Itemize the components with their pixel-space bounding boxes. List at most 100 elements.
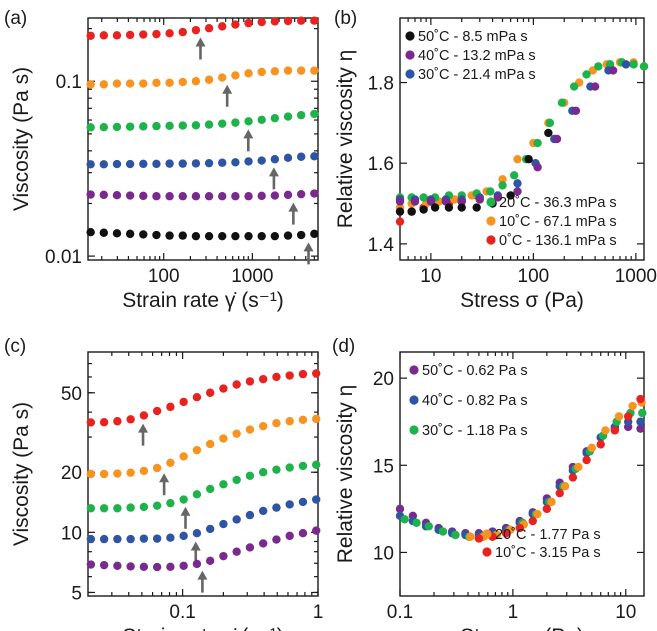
- data-point-green: [285, 463, 294, 472]
- data-point-green: [99, 504, 109, 513]
- plot-frame: [87, 17, 319, 261]
- y-tick-label: 1.6: [368, 154, 394, 175]
- data-point-black: [524, 154, 533, 164]
- data-point-orange: [272, 419, 281, 428]
- data-point-red: [270, 17, 280, 26]
- data-point-orange: [232, 429, 241, 438]
- data-point-green: [629, 60, 638, 69]
- data-point-green: [310, 109, 319, 119]
- data-point-purple: [99, 560, 109, 570]
- data-point-green: [125, 122, 135, 131]
- data-point-black: [395, 207, 405, 216]
- data-point-purple: [112, 191, 122, 200]
- data-point-green: [509, 171, 519, 180]
- data-point-blue: [139, 159, 148, 169]
- data-point-green: [557, 98, 567, 107]
- chart-panel-c: 0.1 1 5 10 20 50 Strain rate γ̇ (s⁻¹) Viscosity…: [10, 351, 323, 631]
- data-point-black: [165, 231, 174, 240]
- transition-arrow: [268, 167, 279, 190]
- x-axis-label: Stress σ (Pa): [460, 625, 584, 631]
- data-point-green: [244, 117, 253, 126]
- data-point-blue: [296, 152, 306, 161]
- data-point-orange: [179, 452, 188, 461]
- data-point-purple: [86, 190, 95, 199]
- legend-marker-black: [405, 31, 415, 41]
- data-point-red: [99, 31, 109, 40]
- legend-label: 20˚C - 1.77 Pa s: [495, 527, 601, 543]
- data-point-red: [166, 402, 175, 412]
- data-point-red: [125, 30, 135, 40]
- data-point-blue: [285, 500, 294, 509]
- data-point-purple: [245, 543, 255, 552]
- data-point-red: [219, 384, 228, 393]
- panel-label-c: (c): [4, 336, 26, 357]
- data-point-green: [152, 501, 162, 510]
- data-point-black: [152, 230, 161, 240]
- data-point-purple: [191, 192, 201, 201]
- data-point-purple: [552, 134, 562, 144]
- data-point-blue: [205, 524, 215, 534]
- data-point-orange: [99, 80, 109, 89]
- data-point-blue: [272, 503, 281, 512]
- data-point-blue: [636, 417, 645, 426]
- data-point-green: [179, 495, 188, 504]
- x-tick-label: 1000: [231, 266, 273, 287]
- y-tick-label: 20: [373, 369, 394, 390]
- y-tick-label: 1.4: [368, 235, 395, 256]
- data-point-blue: [218, 158, 227, 167]
- data-point-red: [112, 31, 122, 40]
- y-tick-label: 15: [373, 456, 394, 477]
- data-point-blue: [513, 179, 522, 188]
- data-point-green: [139, 122, 148, 131]
- data-point-green: [152, 121, 161, 131]
- y-tick-label: 5: [71, 583, 82, 604]
- legend-marker-orange: [482, 529, 492, 539]
- data-point-red: [139, 30, 148, 39]
- data-point-orange: [614, 412, 624, 421]
- data-point-orange: [218, 73, 227, 82]
- data-point-orange: [587, 443, 596, 453]
- data-point-purple: [231, 192, 240, 201]
- data-point-orange: [298, 415, 308, 425]
- data-point-purple: [219, 551, 228, 561]
- panel-label-b: (b): [334, 8, 357, 29]
- plot-frame: [87, 351, 319, 597]
- data-point-purple: [475, 195, 484, 204]
- x-tick-label: 0.1: [169, 602, 195, 623]
- x-axis-label: Strain rate γ̇ (s⁻¹): [122, 289, 284, 312]
- data-point-red: [152, 29, 161, 39]
- data-point-green: [178, 121, 187, 130]
- data-point-blue: [298, 497, 308, 507]
- legend-marker-purple: [409, 365, 419, 375]
- data-point-green: [258, 468, 268, 477]
- data-point-orange: [113, 469, 122, 478]
- data-point-orange: [205, 439, 215, 449]
- data-point-orange: [219, 434, 228, 443]
- legend-label: 50˚C - 0.62 Pa s: [422, 363, 528, 379]
- data-point-black: [218, 231, 227, 241]
- data-point-blue: [231, 158, 240, 167]
- data-point-red: [515, 523, 524, 533]
- y-axis-label: Viscosity (Pa s): [10, 402, 33, 546]
- data-point-blue: [99, 534, 109, 544]
- data-point-green: [639, 62, 649, 71]
- data-point-green: [232, 475, 241, 485]
- chart-panel-d: 0.1 1 10 10 15 20 Stress σ (Pa) Relative viscos…: [334, 351, 647, 631]
- y-tick-label: 0.1: [56, 72, 82, 93]
- data-point-green: [99, 123, 109, 132]
- data-point-red: [285, 371, 294, 380]
- data-point-purple: [312, 526, 321, 535]
- data-point-orange: [166, 458, 175, 467]
- legend-marker-orange: [486, 216, 496, 226]
- data-point-green: [451, 530, 460, 540]
- data-point-green: [438, 527, 448, 536]
- plot-frame: [399, 351, 645, 597]
- data-point-purple: [395, 504, 405, 514]
- data-point-red: [310, 16, 319, 25]
- data-point-green: [283, 112, 293, 121]
- data-point-purple: [125, 191, 135, 200]
- data-point-red: [283, 16, 293, 26]
- data-point-red: [113, 417, 122, 426]
- y-tick-label: 1.8: [368, 74, 394, 95]
- data-point-green: [166, 498, 175, 508]
